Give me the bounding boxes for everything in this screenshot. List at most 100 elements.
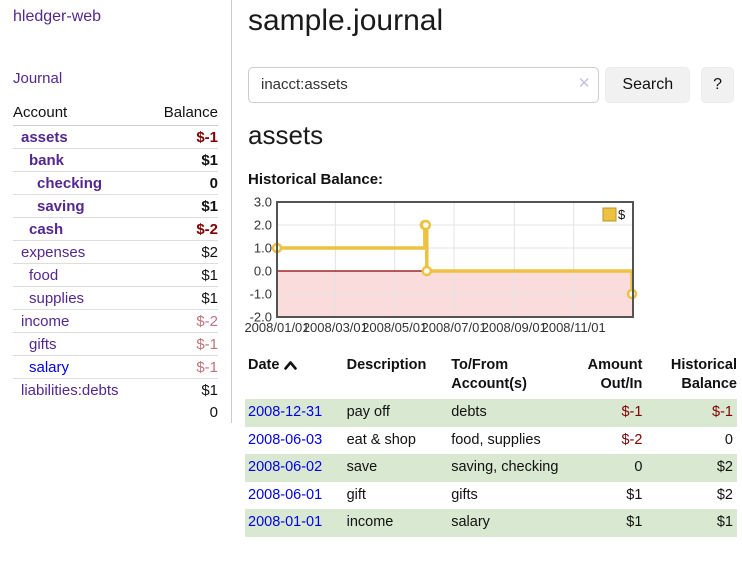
svg-text:2.0: 2.0 bbox=[254, 217, 272, 232]
main-content: sample.journal ✕ Search ? assets Histori… bbox=[244, 0, 737, 537]
account-tree-body: assets $-1 bank $1 checking 0 saving $1 cash $-2 e… bbox=[13, 126, 218, 401]
account-balance: $-2 bbox=[148, 217, 218, 241]
total-row: 0 bbox=[13, 401, 218, 423]
register-row: 2008-12-31 pay off debts $-1 $-1 bbox=[245, 398, 737, 427]
transaction-description: save bbox=[343, 454, 449, 482]
register-row: 2008-01-01 income salary $1 $1 bbox=[245, 509, 737, 537]
register-row: 2008-06-03 eat & shop food, supplies $-2 0 bbox=[245, 427, 737, 455]
sidebar-item-journal[interactable]: Journal bbox=[13, 70, 63, 87]
transaction-description: gift bbox=[346, 486, 366, 503]
account-link[interactable]: liabilities:debts bbox=[21, 381, 119, 399]
transaction-accounts: saving, checking bbox=[448, 454, 561, 482]
account-balance: $1 bbox=[148, 263, 218, 287]
app-brand-link[interactable]: hledger-web bbox=[13, 8, 102, 25]
svg-text:2008/07/01: 2008/07/01 bbox=[421, 320, 486, 335]
account-column-header: Account bbox=[13, 102, 149, 126]
transaction-balance: $2 bbox=[646, 454, 737, 482]
account-balance: $-1 bbox=[148, 355, 218, 379]
legend-label: $ bbox=[618, 207, 626, 222]
transaction-balance: $-1 bbox=[646, 398, 737, 427]
transaction-date-link[interactable]: 2008-06-02 bbox=[248, 459, 323, 476]
svg-text:-1.0: -1.0 bbox=[250, 286, 272, 301]
account-row: saving $1 bbox=[13, 194, 218, 218]
account-link[interactable]: assets bbox=[21, 128, 68, 146]
transaction-balance: $2 bbox=[716, 486, 733, 503]
balance-chart: $3.0 2.0 1.0 0.0 -1.0 -2.0 2008/01/01 2008/03/0… bbox=[240, 194, 640, 337]
transaction-accounts: debts bbox=[448, 398, 561, 427]
transaction-accounts: food, supplies bbox=[451, 431, 541, 448]
search-input[interactable] bbox=[248, 66, 600, 103]
transaction-description: pay off bbox=[343, 398, 449, 427]
account-balance: $-2 bbox=[148, 309, 218, 333]
transaction-description: income bbox=[343, 509, 449, 537]
search-button[interactable]: Search bbox=[605, 66, 691, 103]
column-header-date[interactable]: Date bbox=[245, 353, 344, 399]
transaction-description: eat & shop bbox=[346, 431, 416, 448]
account-link[interactable]: cash bbox=[29, 220, 64, 238]
account-balance: $-1 bbox=[148, 332, 218, 356]
transaction-amount: $1 bbox=[626, 486, 643, 503]
help-button[interactable]: ? bbox=[701, 66, 734, 103]
account-row: expenses $2 bbox=[13, 240, 218, 264]
register-row: 2008-06-02 save saving, checking 0 $2 bbox=[245, 454, 737, 482]
account-balance: $1 bbox=[148, 148, 218, 172]
account-link[interactable]: supplies bbox=[29, 289, 85, 307]
column-header-amount: Amount Out/In bbox=[587, 356, 643, 392]
account-link[interactable]: gifts bbox=[29, 335, 57, 353]
account-row: assets $-1 bbox=[13, 126, 218, 149]
account-row: food $1 bbox=[13, 263, 218, 287]
account-row: bank $1 bbox=[13, 148, 218, 172]
account-balance: 0 bbox=[148, 171, 218, 195]
svg-text:0.0: 0.0 bbox=[254, 263, 272, 278]
register-row: 2008-06-01 gift gifts $1 $2 bbox=[245, 482, 737, 510]
account-balance: $-1 bbox=[196, 128, 218, 146]
account-tree: Account Balance assets $-1 bank $1 checking 0… bbox=[13, 102, 218, 423]
transaction-date-link[interactable]: 2008-01-01 bbox=[248, 514, 323, 531]
transaction-date-link[interactable]: 2008-12-31 bbox=[248, 403, 323, 420]
account-row: liabilities:debts $1 bbox=[13, 378, 218, 401]
svg-text:2008/01/01: 2008/01/01 bbox=[244, 320, 309, 335]
svg-text:1.0: 1.0 bbox=[254, 240, 272, 255]
transaction-date-link[interactable]: 2008-06-03 bbox=[248, 431, 323, 448]
transaction-balance: 0 bbox=[724, 431, 733, 448]
account-row: gifts $-1 bbox=[13, 332, 218, 356]
account-balance: $1 bbox=[148, 378, 218, 401]
svg-text:2008/11/01: 2008/11/01 bbox=[542, 320, 606, 335]
svg-text:2008/03/01: 2008/03/01 bbox=[303, 320, 368, 335]
account-link[interactable]: salary bbox=[29, 358, 70, 376]
sort-asc-icon bbox=[284, 360, 298, 370]
account-heading: assets bbox=[248, 119, 324, 150]
balance-column-header: Balance bbox=[148, 102, 218, 126]
account-balance: $2 bbox=[148, 240, 218, 264]
account-link[interactable]: expenses bbox=[21, 243, 86, 261]
transaction-date-link[interactable]: 2008-06-01 bbox=[248, 486, 323, 503]
search-form: ✕ Search ? bbox=[248, 66, 734, 103]
account-link[interactable]: bank bbox=[29, 151, 65, 169]
transaction-amount: $-1 bbox=[560, 398, 647, 427]
balance-chart-svg: $3.0 2.0 1.0 0.0 -1.0 -2.02008/01/012008/03/0… bbox=[244, 194, 638, 335]
transaction-amount: 0 bbox=[560, 454, 647, 482]
total-balance: 0 bbox=[209, 403, 218, 421]
clear-search-icon[interactable]: ✕ bbox=[577, 74, 591, 92]
legend-swatch bbox=[602, 207, 617, 222]
account-row: checking 0 bbox=[13, 171, 218, 195]
account-link[interactable]: food bbox=[29, 266, 59, 284]
account-balance: $1 bbox=[148, 194, 218, 218]
register-table: Date Description To/From Account(s) Amount Ou… bbox=[245, 353, 737, 537]
svg-text:3.0: 3.0 bbox=[254, 195, 272, 210]
account-link[interactable]: checking bbox=[37, 174, 103, 192]
account-link[interactable]: income bbox=[21, 312, 70, 330]
column-header-historical: Historical Balance bbox=[670, 356, 737, 392]
account-row: cash $-2 bbox=[13, 217, 218, 241]
svg-text:-2.0: -2.0 bbox=[250, 309, 272, 324]
column-header-tofrom: To/From Account(s) bbox=[451, 356, 527, 392]
register-body: 2008-12-31 pay off debts $-1 $-1 2008-06-03 ea… bbox=[245, 398, 737, 537]
transaction-balance: $1 bbox=[646, 509, 737, 537]
svg-text:2008/05/01: 2008/05/01 bbox=[362, 320, 427, 335]
account-row: supplies $1 bbox=[13, 286, 218, 310]
register-header-row: Date Description To/From Account(s) Amount Ou… bbox=[245, 353, 737, 399]
account-row: salary $-1 bbox=[13, 355, 218, 379]
svg-text:2008/09/01: 2008/09/01 bbox=[482, 320, 547, 335]
page-title: sample.journal bbox=[248, 4, 444, 37]
account-link[interactable]: saving bbox=[37, 197, 85, 215]
